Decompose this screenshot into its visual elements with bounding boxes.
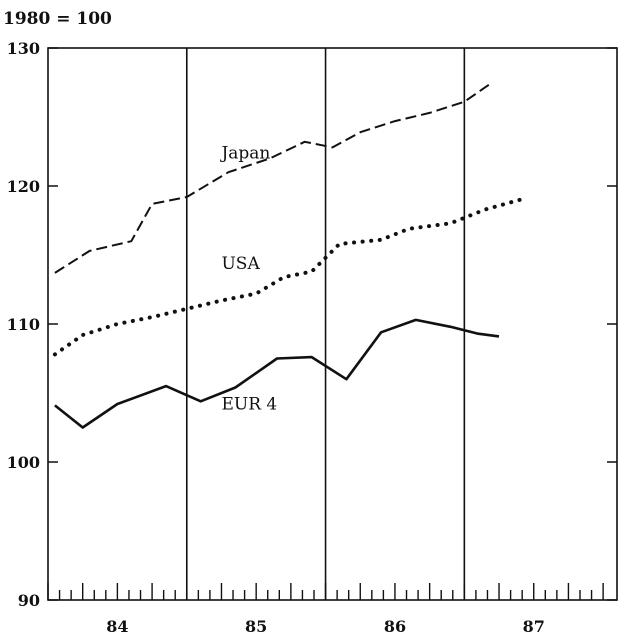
y-tick-label-90: 90 [18,591,40,610]
series-line-usa [52,197,522,357]
y-tick-label-100: 100 [7,453,40,472]
x-tick-label-85: 85 [245,617,267,636]
plot-frame [47,47,618,601]
y-tick-label-110: 110 [7,315,40,334]
y-tick-label-120: 120 [7,177,40,196]
series-line-eur-4 [54,318,500,429]
series-label-japan: Japan [219,143,270,163]
series-label-eur-4: EUR 4 [221,395,277,415]
x-tick-label-87: 87 [523,617,545,636]
chart-title: 1980 = 100 [3,9,112,29]
y-tick-label-130: 130 [7,39,40,58]
x-tick-label-86: 86 [384,617,406,636]
x-tick-label-84: 84 [106,617,128,636]
series-label-usa: USA [221,254,260,274]
series-line-japan [54,81,493,274]
